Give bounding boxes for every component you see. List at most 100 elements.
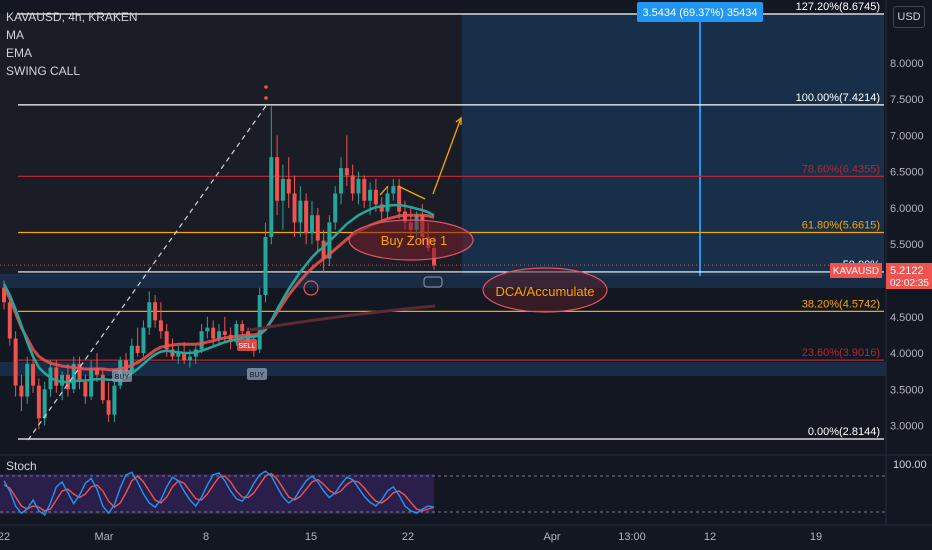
- indicator-swing-call[interactable]: SWING CALL: [6, 64, 81, 78]
- y-tick-label: 8.0000: [890, 58, 924, 70]
- fib-label: 0.00%(2.8144): [808, 426, 880, 438]
- forecast-zone: [462, 14, 884, 276]
- x-tick-label: 13:00: [618, 531, 646, 543]
- swing-low-circle: [303, 280, 319, 296]
- y-tick-label: 6.5000: [890, 167, 924, 179]
- candle-body: [402, 211, 407, 223]
- svg-text:KAVAUSD: KAVAUSD: [833, 266, 879, 277]
- candle-body: [153, 302, 158, 321]
- y-tick-label: 5.5000: [890, 239, 924, 251]
- stoch-k-line: [3, 470, 435, 517]
- candle-body: [205, 327, 210, 332]
- candle-body: [275, 157, 280, 201]
- stoch-axis-label: 100.00: [893, 459, 927, 471]
- candle-body: [362, 178, 367, 201]
- candle-body: [211, 327, 216, 339]
- candle-body: [106, 400, 111, 415]
- buy-badge: BUY: [247, 368, 267, 380]
- symbol-title[interactable]: KAVAUSD, 4h, KRAKEN: [6, 10, 138, 24]
- x-tick-label: 22: [402, 531, 414, 543]
- arrow-right: [397, 185, 426, 200]
- candle-body: [397, 186, 402, 212]
- indicator-ma[interactable]: MA: [6, 28, 24, 42]
- x-tick-label: Mar: [95, 531, 114, 543]
- y-tick-label: 4.0000: [890, 348, 924, 360]
- price-scale[interactable]: [886, 0, 932, 525]
- candle-body: [112, 385, 117, 415]
- y-tick-label: 4.5000: [890, 312, 924, 324]
- candle-body: [257, 294, 262, 350]
- candle-body: [379, 204, 384, 212]
- stoch-label[interactable]: Stoch: [6, 459, 37, 473]
- candle-body: [71, 363, 76, 390]
- fib-label: 23.60%(3.9016): [802, 347, 880, 359]
- candle-body: [350, 175, 355, 194]
- y-tick-label: 7.0000: [890, 130, 924, 142]
- candle-body: [170, 349, 175, 357]
- fib-label: 78.60%(6.4355): [802, 163, 880, 175]
- fib-label: 38.20%(4.5742): [802, 298, 880, 310]
- candle-body: [19, 385, 24, 397]
- candle-body: [31, 363, 36, 386]
- candle-body: [100, 374, 105, 401]
- candle-body: [356, 178, 361, 194]
- svg-text:3.5434 (69.37%) 35434: 3.5434 (69.37%) 35434: [643, 7, 758, 19]
- candle-body: [7, 302, 12, 339]
- candle-body: [94, 367, 99, 375]
- currency-button[interactable]: USD: [893, 6, 925, 28]
- candle-body: [321, 240, 326, 259]
- candle-body: [217, 331, 221, 339]
- ma-line: [2, 203, 435, 384]
- dca-ellipse: [482, 267, 608, 313]
- candle-body: [286, 178, 291, 194]
- candle-body: [309, 215, 314, 234]
- candle-body: [42, 389, 47, 419]
- swing-projection: [27, 102, 269, 441]
- candle-body: [315, 215, 320, 241]
- y-tick-label: 6.0000: [890, 203, 924, 215]
- x-tick-label: 19: [810, 531, 822, 543]
- candle-body: [77, 363, 82, 383]
- svg-text:BUY: BUY: [250, 372, 265, 379]
- candle-body: [129, 345, 134, 372]
- current-price-tag: [886, 263, 932, 289]
- arrow-head: [455, 116, 462, 125]
- y-tick-label: 7.5000: [890, 94, 924, 106]
- candle-body: [234, 324, 239, 343]
- candle-body: [298, 200, 303, 223]
- x-axis-ticks[interactable]: 22 Mar 8 15 22 Apr 13:00 12 19: [0, 531, 822, 543]
- fib-label: 61.80%(5.6615): [802, 220, 880, 232]
- candle-body: [54, 367, 59, 386]
- indicator-ema[interactable]: EMA: [6, 46, 33, 60]
- measure-label-box: [637, 2, 763, 22]
- candle-body: [141, 327, 146, 354]
- candle-body: [2, 287, 6, 303]
- long-ma-line: [249, 304, 436, 332]
- buy-zone-label: Buy Zone 1: [381, 233, 448, 248]
- arrow-up-small: [379, 185, 389, 196]
- svg-text:SELL: SELL: [238, 343, 255, 350]
- candle-body: [36, 385, 41, 419]
- symbol-legend: KAVAUSD, 4h, KRAKEN MA EMA SWING CALL: [6, 8, 138, 80]
- candle-body: [292, 193, 297, 223]
- candle-body: [222, 331, 227, 335]
- candle-body: [333, 193, 338, 223]
- x-tick-label: 15: [305, 531, 317, 543]
- swing-dot: [264, 96, 268, 100]
- swing-dot: [264, 85, 268, 89]
- x-tick-label: 12: [704, 531, 716, 543]
- candle-body: [240, 324, 245, 332]
- svg-text:02:02:35: 02:02:35: [890, 278, 929, 289]
- fib-label: 100.00%(7.4214): [796, 92, 880, 104]
- svg-text:BUY: BUY: [115, 374, 130, 381]
- candle-body: [124, 360, 129, 372]
- box-marker: [423, 276, 443, 288]
- candle-body: [83, 382, 88, 397]
- candle-body: [391, 186, 396, 194]
- x-tick-label: 8: [203, 531, 209, 543]
- candle-body: [385, 193, 390, 212]
- buy-zone-ellipse: [348, 219, 474, 261]
- candle-body: [263, 236, 268, 295]
- candle-body: [304, 200, 309, 234]
